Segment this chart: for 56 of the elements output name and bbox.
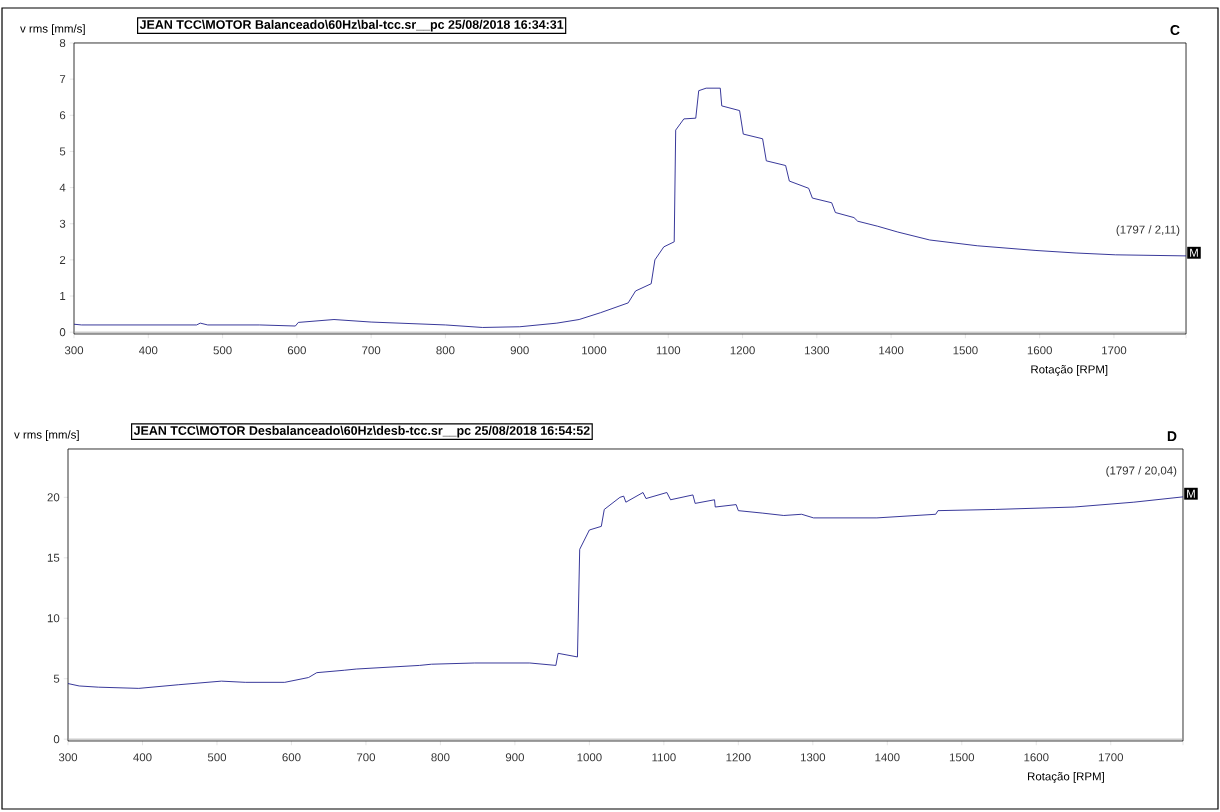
x-tick-label: 300 <box>58 753 78 762</box>
y-tick-label: 7 <box>59 75 66 84</box>
x-tick-label: 700 <box>362 346 381 355</box>
x-tick-label: 500 <box>207 753 227 762</box>
x-tick-label: 400 <box>139 346 158 355</box>
y-tick-label: 20 <box>47 493 60 502</box>
y-tick-label: 4 <box>59 183 66 192</box>
annotation: (1797 / 2,11) <box>1116 225 1180 236</box>
x-tick-label: 1500 <box>953 346 978 355</box>
y-tick-label: 2 <box>59 255 66 264</box>
x-tick-label: 600 <box>287 346 306 355</box>
x-tick-label: 800 <box>436 346 455 355</box>
chart-title: JEAN TCC\MOTOR Balanceado\60Hz\bal-tcc.sr__pc 25/08/2018 16:34:31 <box>139 19 564 32</box>
x-tick-label: 1600 <box>1024 753 1049 762</box>
x-tick-label: 1000 <box>582 346 607 355</box>
y-tick-label: 8 <box>59 38 66 48</box>
x-tick-label: 1600 <box>1027 346 1052 355</box>
text: D <box>1167 431 1177 441</box>
x-tick-label: 1300 <box>804 346 830 355</box>
y-tick-label: 10 <box>47 614 60 623</box>
annotation: (1797 / 20,04) <box>1106 466 1177 477</box>
x-axis-title: Rotação [RPM] <box>1031 365 1108 376</box>
x-tick-label: 900 <box>505 753 524 762</box>
x-tick-label: 1200 <box>726 753 751 762</box>
chart-title: JEAN TCC\MOTOR Desbalanceado\60Hz\desb-tcc.sr__pc 25/08/2018 16:54:52 <box>133 425 590 438</box>
y-tick-label: 0 <box>53 735 60 744</box>
y-tick-label: 5 <box>59 147 66 156</box>
x-tick-label: 1100 <box>652 753 676 762</box>
x-tick-label: 1400 <box>875 753 900 762</box>
x-tick-label: 1000 <box>577 753 602 762</box>
x-tick-label: 800 <box>431 753 450 762</box>
x-tick-label: 700 <box>356 753 376 762</box>
x-tick-label: 1500 <box>949 753 975 762</box>
y-tick-label: 1 <box>60 292 66 300</box>
y-axis-title: v rms [mm/s] <box>20 24 85 35</box>
y-tick-label: 6 <box>59 111 66 120</box>
y-tick-label: 0 <box>59 328 66 337</box>
x-axis-title: Rotação [RPM] <box>1028 772 1104 783</box>
x-tick-label: 300 <box>64 346 84 355</box>
text: C <box>1170 25 1180 35</box>
x-tick-label: 1300 <box>800 753 826 762</box>
y-tick-label: 15 <box>47 553 60 562</box>
x-tick-label: 500 <box>213 346 232 355</box>
x-tick-label: 600 <box>282 753 301 762</box>
x-tick-label: 900 <box>510 346 529 355</box>
x-tick-label: 1700 <box>1102 346 1127 355</box>
x-tick-label: 1700 <box>1098 753 1124 762</box>
y-axis-title: v rms [mm/s] <box>14 430 79 441</box>
x-tick-label: 400 <box>133 753 152 762</box>
x-tick-label: 1100 <box>656 346 681 355</box>
y-tick-label: 5 <box>53 674 60 683</box>
x-tick-label: 1200 <box>730 346 755 355</box>
y-tick-label: 3 <box>59 219 66 228</box>
annotation: M <box>1187 489 1195 498</box>
x-tick-label: 1400 <box>879 346 904 355</box>
annotation: M <box>1190 248 1198 257</box>
